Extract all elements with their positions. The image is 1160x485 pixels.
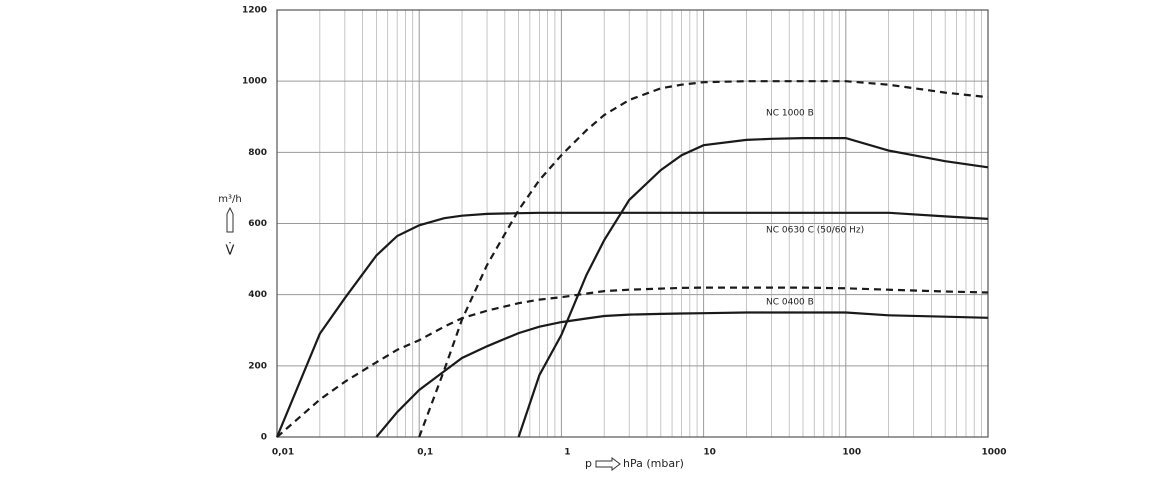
x-tick-label: 0,1 xyxy=(417,448,433,458)
x-tick-label: 1 xyxy=(564,448,570,458)
x-tick-label: 10 xyxy=(703,448,716,458)
x-arrow xyxy=(595,457,621,471)
x-tick-label: 100 xyxy=(842,448,861,458)
y-arrow xyxy=(226,206,234,233)
y-symbol: V̇ xyxy=(226,243,235,258)
y-tick-label: 0 xyxy=(261,433,267,443)
curve xyxy=(517,137,989,438)
curve xyxy=(375,311,989,438)
y-tick-label: 1200 xyxy=(242,6,267,16)
y-tick-label: 600 xyxy=(248,219,267,229)
plot-frame xyxy=(276,9,989,438)
y-tick-label: 800 xyxy=(248,148,267,158)
curve xyxy=(418,80,989,438)
annotation: NC 0400 B xyxy=(766,298,814,308)
curve xyxy=(275,211,989,438)
x-tick-label: 0,01 xyxy=(272,448,294,458)
y-tick-label: 400 xyxy=(248,290,267,300)
annotation: NC 1000 B xyxy=(766,109,814,119)
y-tick-label: 1000 xyxy=(242,77,267,87)
y-axis-label: m³/h xyxy=(218,194,241,205)
annotation: NC 0630 C (50/60 Hz) xyxy=(766,226,864,236)
y-tick-label: 200 xyxy=(248,361,267,371)
x-axis-label: hPa (mbar) xyxy=(623,457,684,470)
curve xyxy=(276,286,989,438)
x-axis-label: p xyxy=(585,457,592,470)
x-tick-label: 1000 xyxy=(981,448,1006,458)
